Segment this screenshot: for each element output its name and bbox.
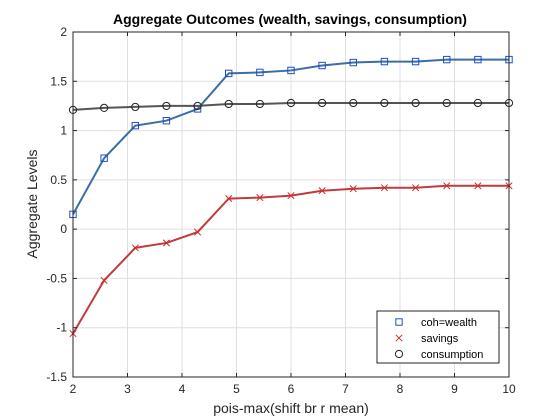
- data-point: [287, 66, 295, 75]
- legend: coh=wealth savings consumption: [376, 310, 500, 364]
- data-point: [256, 194, 264, 202]
- data-point: [100, 103, 109, 113]
- data-point: [193, 101, 202, 111]
- series-savings: [69, 182, 513, 338]
- data-point: [225, 195, 233, 203]
- legend-entry: coh=wealth: [395, 317, 477, 329]
- series-line: [72, 101, 509, 111]
- data-point: [162, 117, 171, 125]
- legend-marker: [395, 318, 403, 326]
- data-point: [131, 244, 139, 252]
- legend-entry: savings: [395, 333, 459, 345]
- data-point: [287, 192, 295, 200]
- y-tick-label: -0.5: [46, 271, 67, 285]
- legend-marker: [395, 334, 403, 342]
- data-point: [100, 276, 108, 284]
- data-point: [443, 55, 451, 64]
- legend-label: consumption: [421, 349, 483, 361]
- data-point: [442, 98, 451, 108]
- data-point: [349, 98, 358, 108]
- data-point: [411, 57, 420, 66]
- x-tick-label: 8: [397, 382, 404, 396]
- data-point: [318, 187, 326, 195]
- x-tick-label: 6: [288, 382, 295, 396]
- chart-title: Aggregate Outcomes (wealth, savings, con…: [113, 11, 467, 27]
- x-tick-label: 7: [342, 382, 349, 396]
- data-point: [412, 184, 420, 192]
- series-coh-wealth: [69, 55, 513, 219]
- data-point: [380, 98, 389, 108]
- series-line: [72, 58, 509, 215]
- y-tick-label: 0: [60, 222, 67, 236]
- data-point: [225, 69, 233, 78]
- data-point: [162, 101, 171, 111]
- data-point: [256, 68, 264, 77]
- data-point: [474, 182, 482, 190]
- x-tick-label: 4: [179, 382, 186, 396]
- y-tick-label: 1.5: [50, 74, 67, 88]
- series-layer: [68, 55, 514, 338]
- y-tick-label: 2: [60, 25, 67, 39]
- x-axis-label: pois-max(shift br r mean): [213, 400, 369, 416]
- legend-label: savings: [421, 333, 459, 345]
- data-point: [349, 58, 357, 67]
- data-point: [224, 99, 233, 109]
- y-tick-label: 1: [60, 124, 67, 138]
- ticks: 2 3 4 5 6 7 8 9 10 -1.5 -1 -0.5 0 0.5 1 1.5 2: [46, 25, 516, 396]
- legend-label: coh=wealth: [421, 317, 477, 329]
- y-axis-label: Aggregate Levels: [24, 150, 40, 259]
- data-point: [255, 99, 264, 109]
- series-consumption: [68, 98, 514, 114]
- data-point: [100, 154, 108, 162]
- y-tick-label: 0.5: [50, 173, 67, 187]
- legend-entry: consumption: [394, 349, 483, 361]
- plot-area: 2 3 4 5 6 7 8 9 10 -1.5 -1 -0.5 0 0.5 1 1.5 2: [46, 25, 516, 396]
- data-point: [318, 61, 326, 70]
- data-point: [162, 239, 170, 247]
- x-tick-label: 3: [124, 382, 131, 396]
- y-tick-label: -1.5: [46, 370, 67, 384]
- x-tick-label: 9: [451, 382, 458, 396]
- data-point: [131, 121, 139, 130]
- data-point: [286, 98, 296, 108]
- data-point: [411, 98, 420, 108]
- data-point: [443, 182, 451, 190]
- data-point: [474, 55, 482, 64]
- legend-marker: [394, 349, 404, 359]
- x-tick-label: 5: [233, 382, 240, 396]
- data-point: [318, 98, 327, 108]
- x-tick-label: 2: [70, 382, 77, 396]
- data-point: [194, 228, 202, 236]
- data-point: [349, 185, 357, 193]
- data-point: [380, 57, 389, 66]
- y-tick-label: -1: [56, 321, 67, 335]
- data-point: [380, 184, 388, 192]
- x-tick-label: 10: [502, 382, 516, 396]
- data-point: [131, 102, 140, 112]
- data-point: [473, 98, 482, 108]
